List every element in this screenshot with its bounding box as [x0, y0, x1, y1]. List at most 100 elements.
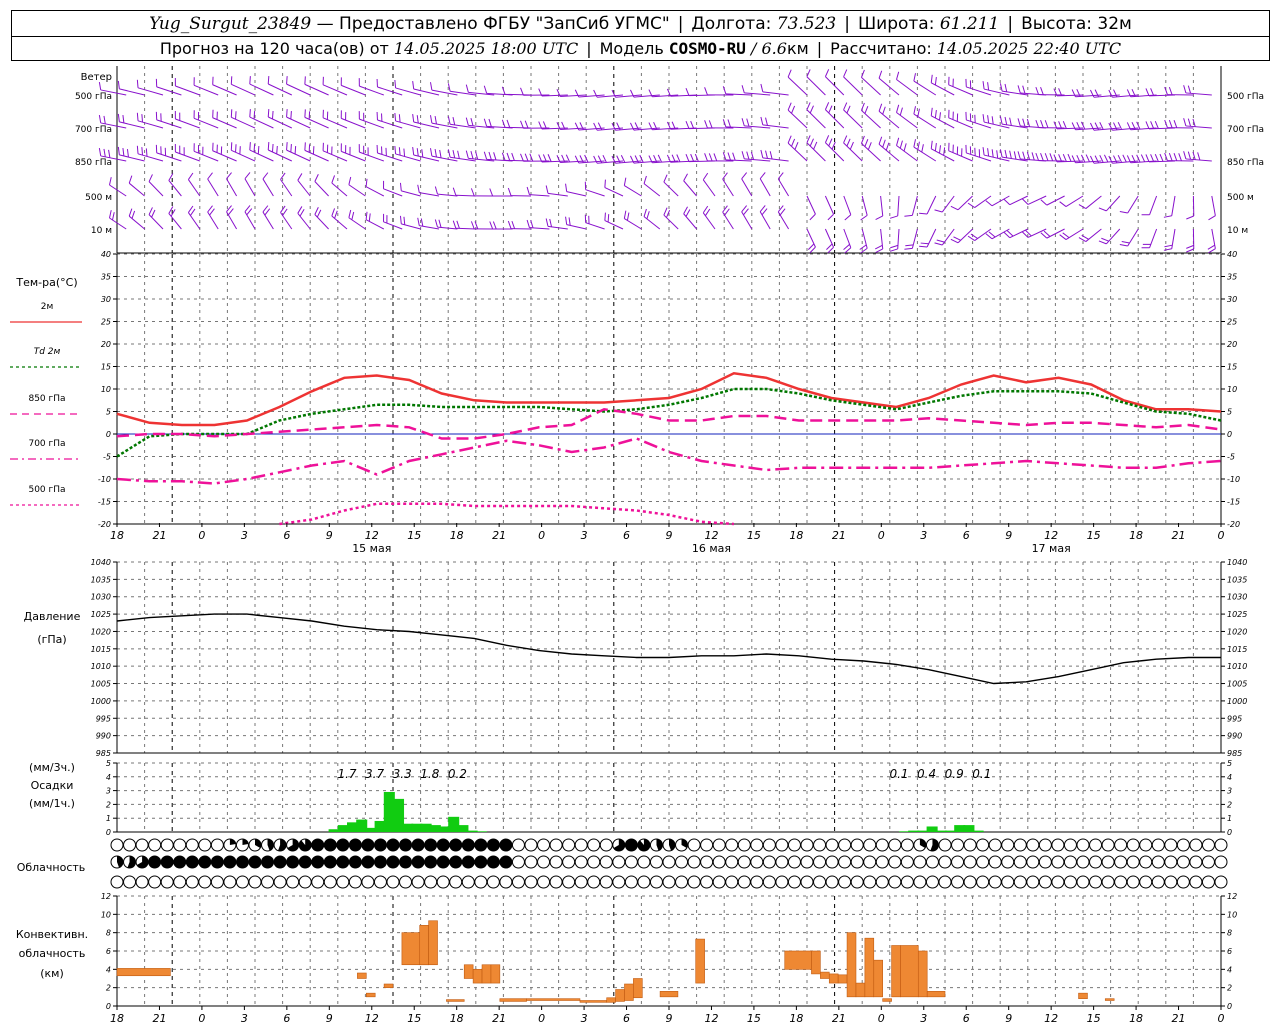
- convective-ytick-label: 8: [106, 929, 111, 938]
- cloud-symbol-outline: [424, 875, 438, 889]
- temperature-xtick-label: 0: [538, 529, 545, 542]
- wind-barb-flag: [996, 150, 999, 159]
- cloud-symbol: [700, 875, 714, 889]
- cloud-symbol: [411, 838, 425, 852]
- precip-bar: [356, 819, 368, 832]
- wind-barb: [226, 205, 238, 230]
- cloud-symbol-outline: [988, 838, 1002, 852]
- cloud-symbol: [160, 855, 174, 869]
- wind-barb-flag: [429, 82, 433, 91]
- wind-barb-shaft: [1009, 195, 1029, 206]
- wind-barb-flag: [545, 218, 549, 227]
- cloud-symbol: [700, 838, 714, 852]
- cloud-symbol-outline: [135, 838, 149, 852]
- wind-barb-flag: [434, 116, 437, 125]
- wind-barb-flag: [643, 208, 647, 217]
- wind-barb-flag: [488, 151, 492, 160]
- cloud-symbol: [399, 875, 413, 889]
- wind-barb-flag: [765, 150, 768, 159]
- cloud-symbol: [775, 838, 789, 852]
- convective-bar: [481, 964, 492, 984]
- wind-barb-shaft: [843, 195, 852, 215]
- convective-ylabel1: Конвективн.: [16, 928, 88, 941]
- wind-barb-shaft: [702, 179, 716, 197]
- wind-barb-flag: [1098, 240, 1107, 245]
- cloud-symbol-outline: [298, 875, 312, 889]
- wind-barb-shaft: [861, 77, 881, 96]
- convective-xtick-label: 18: [450, 1012, 464, 1024]
- cloud-symbol: [235, 855, 249, 869]
- cloud-symbol: [675, 855, 689, 869]
- wind-barb-flag: [1154, 153, 1159, 162]
- wind-barb: [1183, 85, 1212, 96]
- wind-barb-flag: [561, 121, 566, 130]
- wind-barb: [226, 172, 238, 197]
- wind-barb-flag: [1035, 119, 1040, 128]
- wind-barb-shaft: [615, 94, 642, 98]
- wind-barb: [683, 206, 697, 230]
- precip-ytick-label: 0: [1227, 828, 1232, 837]
- wind-barb-flag: [209, 208, 215, 216]
- cloud-symbol-outline: [599, 875, 613, 889]
- wind-barb: [434, 186, 458, 197]
- convective-bar: [784, 950, 812, 970]
- wind-barb-flag: [1089, 122, 1095, 131]
- wind-barb-flag: [1113, 89, 1118, 98]
- wind-barb-flag: [704, 120, 708, 129]
- cloud-symbol-outline: [1139, 855, 1153, 869]
- wind-barb: [545, 218, 568, 230]
- cloud-symbol: [336, 855, 350, 869]
- cloud-symbol: [1001, 875, 1015, 889]
- wind-barb-shaft: [207, 211, 219, 230]
- wind-barb-flag: [666, 88, 672, 97]
- wind-barb-flag: [982, 114, 985, 123]
- wind-barb-flag: [492, 221, 497, 230]
- wind-barb-shaft: [331, 215, 348, 230]
- cloud-symbol-outline: [787, 838, 801, 852]
- wind-barb-shaft: [806, 109, 826, 129]
- wind-barb-flag: [1044, 120, 1049, 128]
- wind-barb-flag: [950, 205, 959, 211]
- wind-barb-flag: [1094, 155, 1100, 164]
- wind-barb: [806, 69, 826, 96]
- wind-barb: [985, 195, 1010, 207]
- wind-barb-flag: [604, 212, 606, 221]
- wind-barb-shaft: [861, 110, 881, 129]
- wind-barb-flag: [447, 116, 451, 125]
- cloud-symbol-outline: [1214, 875, 1228, 889]
- wind-barb-flag: [629, 155, 635, 164]
- wind-barb-shaft: [348, 184, 366, 197]
- wind-barb: [1089, 121, 1120, 131]
- wind-barb: [507, 187, 532, 197]
- wind-barb-shaft: [187, 212, 201, 230]
- cloud-symbol: [399, 838, 413, 852]
- wind-barb-flag: [538, 88, 543, 97]
- cloud-symbol: [524, 855, 538, 869]
- cloud-symbol: [1126, 855, 1140, 869]
- cloud-symbol: [637, 875, 651, 889]
- wind-barb-flag: [602, 154, 607, 163]
- cloud-symbol-fill: [399, 856, 412, 868]
- wind-barb-flag: [249, 76, 251, 85]
- wind-barb-flag: [286, 142, 288, 151]
- convective-ylabel2: облачность: [19, 947, 86, 960]
- wind-barb: [286, 76, 311, 96]
- wind-barb-flag: [864, 105, 869, 114]
- wind-barb: [611, 122, 642, 131]
- cloud-symbol: [386, 838, 400, 852]
- cloud-symbol-fill: [637, 839, 650, 851]
- wind-barb-shaft: [896, 79, 918, 96]
- temperature-xtick-label: 0: [1218, 529, 1225, 542]
- wind-barb-shaft: [226, 211, 238, 230]
- wind-barb-flag: [1071, 122, 1076, 130]
- cloud-symbol: [687, 838, 701, 852]
- cloud-symbol: [574, 855, 588, 869]
- wind-barb-flag: [1192, 151, 1196, 160]
- convective-xtick-label: 0: [538, 1012, 545, 1024]
- wind-barb-flag: [639, 154, 644, 163]
- wind-barb-flag: [280, 172, 286, 180]
- wind-barb-flag: [1053, 121, 1058, 130]
- cloud-symbol-outline: [537, 855, 551, 869]
- wind-barb-flag: [207, 172, 213, 180]
- wind-barb: [593, 154, 624, 164]
